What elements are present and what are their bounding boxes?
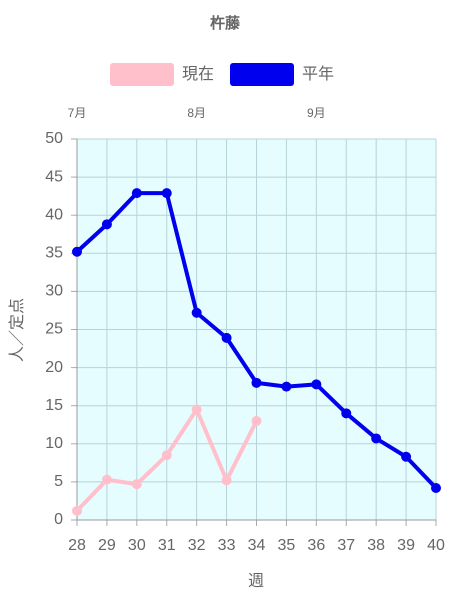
y-tick-label: 5 xyxy=(54,473,63,490)
x-tick-label: 38 xyxy=(367,537,385,554)
legend-label: 平年 xyxy=(302,65,334,83)
y-tick-label: 45 xyxy=(45,168,63,185)
point xyxy=(161,450,172,461)
y-tick-label: 20 xyxy=(45,359,63,376)
y-tick-label: 50 xyxy=(45,130,63,147)
x-tick-label: 29 xyxy=(98,537,116,554)
point xyxy=(341,408,352,419)
point xyxy=(72,505,82,516)
point xyxy=(251,377,262,388)
top-tick-label: 7月 xyxy=(68,106,87,120)
y-tick-label: 15 xyxy=(45,397,63,414)
x-tick-label: 40 xyxy=(427,537,445,554)
x-tick-label: 33 xyxy=(218,537,236,554)
point xyxy=(161,188,172,199)
x-axis-label: 週 xyxy=(248,572,264,590)
x-tick-label: 32 xyxy=(188,537,206,554)
point xyxy=(131,188,142,199)
y-tick-label: 30 xyxy=(45,283,63,300)
point xyxy=(221,475,232,486)
chart-title: 杵藤 xyxy=(210,14,241,32)
x-tick-label: 31 xyxy=(158,537,176,554)
point xyxy=(311,379,322,390)
point xyxy=(221,332,232,343)
x-tick-label: 35 xyxy=(278,537,296,554)
x-tick-label: 37 xyxy=(337,537,355,554)
point xyxy=(101,474,112,485)
point xyxy=(371,433,382,444)
y-tick-label: 35 xyxy=(45,245,63,262)
y-tick-label: 0 xyxy=(54,511,63,528)
y-tick-label: 40 xyxy=(45,206,63,223)
legend-swatch xyxy=(230,63,294,86)
y-axis-label: 人／定点 xyxy=(8,298,26,362)
point xyxy=(101,219,112,230)
y-tick-label: 25 xyxy=(45,321,63,338)
point xyxy=(251,415,262,426)
top-tick-label: 8月 xyxy=(187,106,206,120)
legend-label: 現在 xyxy=(182,65,214,83)
x-tick-label: 34 xyxy=(248,537,266,554)
x-tick-label: 28 xyxy=(68,537,86,554)
point xyxy=(191,404,202,415)
point xyxy=(431,482,441,493)
legend-swatch xyxy=(110,63,174,86)
y-tick-label: 10 xyxy=(45,435,63,452)
point xyxy=(401,451,412,462)
x-tick-label: 30 xyxy=(128,537,146,554)
x-tick-label: 39 xyxy=(397,537,415,554)
x-tick-label: 36 xyxy=(307,537,325,554)
point xyxy=(281,381,292,392)
point xyxy=(72,246,82,257)
point xyxy=(131,479,142,490)
top-tick-label: 9月 xyxy=(307,106,326,120)
point xyxy=(191,307,202,318)
